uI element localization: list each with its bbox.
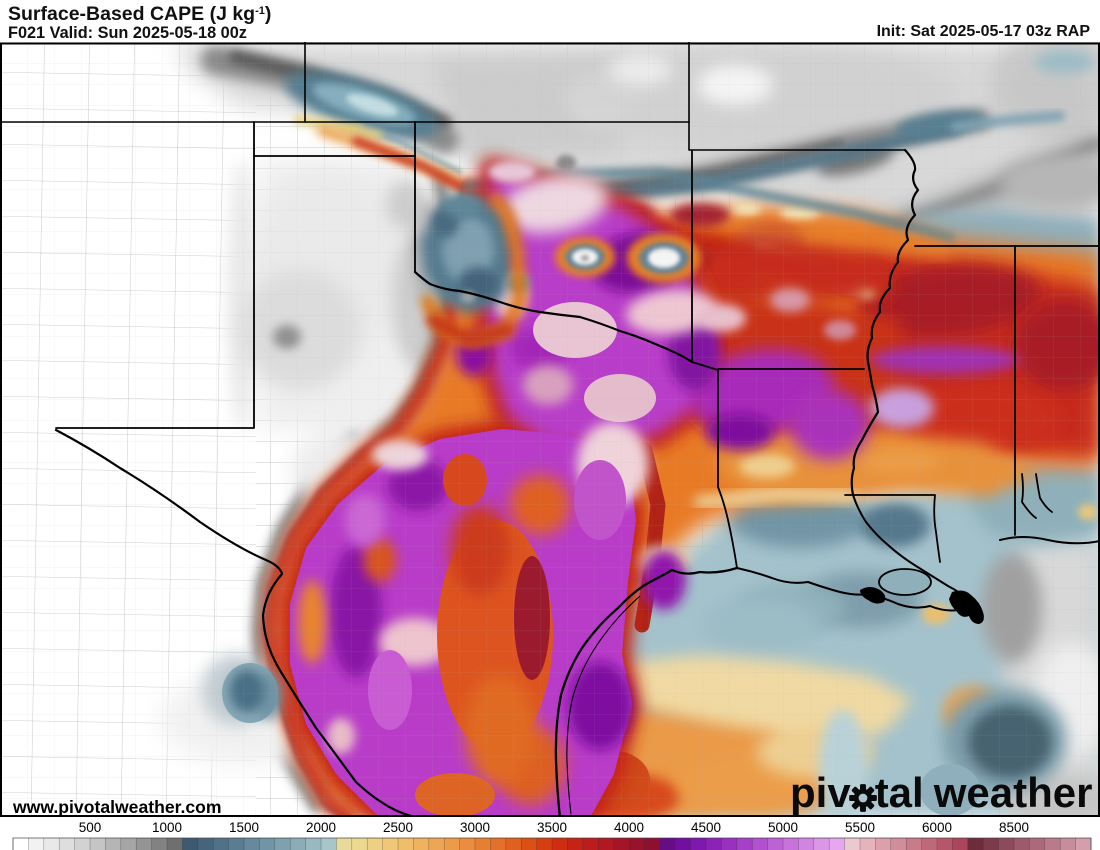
svg-text:6000: 6000 — [922, 820, 952, 835]
svg-text:5500: 5500 — [845, 820, 875, 835]
svg-text:4500: 4500 — [691, 820, 721, 835]
svg-text:8500: 8500 — [999, 820, 1029, 835]
svg-text:4000: 4000 — [614, 820, 644, 835]
svg-text:2500: 2500 — [383, 820, 413, 835]
svg-text:1500: 1500 — [229, 820, 259, 835]
svg-text:1000: 1000 — [152, 820, 182, 835]
svg-text:2000: 2000 — [306, 820, 336, 835]
svg-text:5000: 5000 — [768, 820, 798, 835]
svg-text:500: 500 — [79, 820, 102, 835]
svg-text:3000: 3000 — [460, 820, 490, 835]
svg-text:3500: 3500 — [537, 820, 567, 835]
